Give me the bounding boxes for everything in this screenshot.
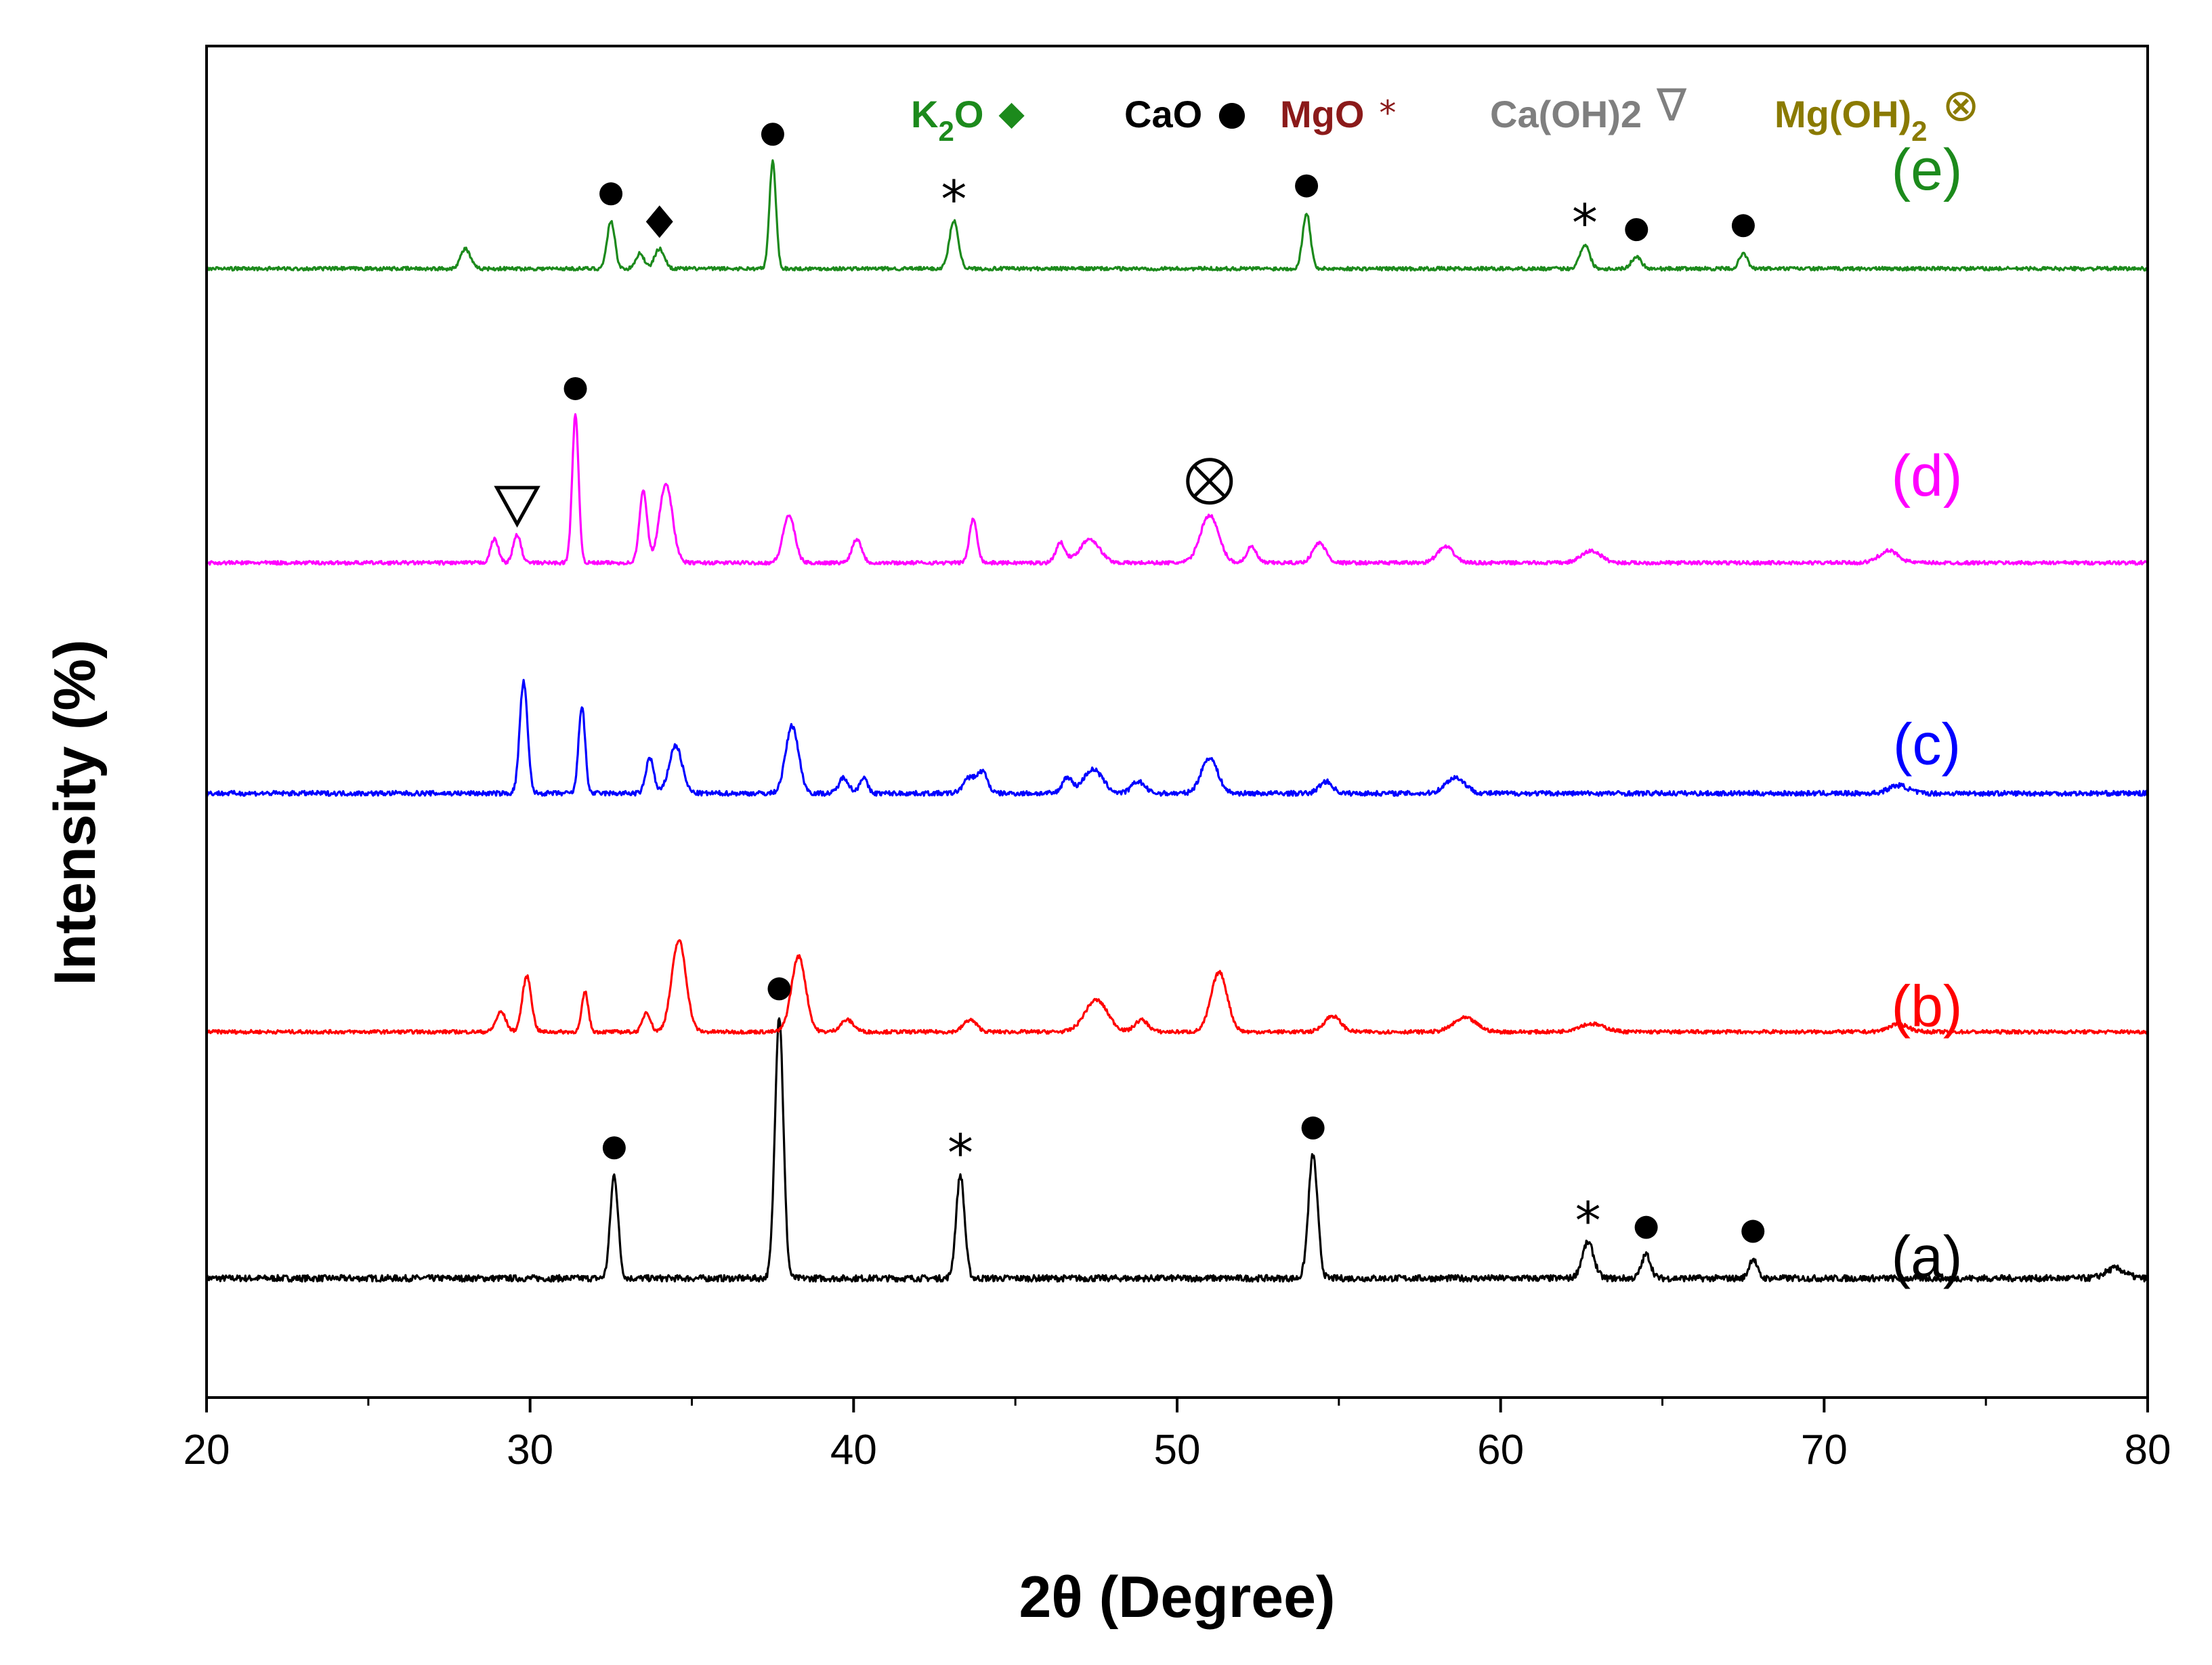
legend-item-diamond: K2O ◆ bbox=[911, 93, 1025, 147]
peak-marker-asterisk: * bbox=[948, 1123, 973, 1183]
peak-marker-circle bbox=[767, 977, 791, 1001]
series-line bbox=[206, 159, 2148, 272]
legend-item-asterisk: MgO * bbox=[1280, 93, 1396, 135]
x-tick-label: 30 bbox=[507, 1427, 553, 1473]
peak-marker-circle bbox=[1301, 1116, 1325, 1140]
svg-text:*: * bbox=[1572, 193, 1598, 253]
x-tick-label: 50 bbox=[1154, 1427, 1201, 1473]
legend: K2O ◆ CaO ● MgO * Ca(OH)2 ∇ Mg(OH)2 ⊗ bbox=[911, 79, 1980, 147]
legend-item-triangle-down: Ca(OH)2 ∇ bbox=[1490, 79, 1687, 135]
legend-label: CaO bbox=[1124, 93, 1202, 135]
peak-marker-circle bbox=[1295, 174, 1319, 198]
series-b bbox=[206, 939, 2149, 1035]
svg-text:*: * bbox=[941, 169, 966, 229]
svg-text:*: * bbox=[948, 1123, 973, 1183]
peak-marker-circle bbox=[761, 123, 784, 146]
legend-item-circled-times: Mg(OH)2 ⊗ bbox=[1774, 79, 1980, 147]
legend-symbol-triangle-down: ∇ bbox=[1656, 79, 1687, 131]
x-tick-label: 40 bbox=[830, 1427, 877, 1473]
series-label: (b) bbox=[1891, 974, 1962, 1039]
legend-label: MgO bbox=[1280, 93, 1364, 135]
legend-label: K2O bbox=[911, 93, 983, 147]
legend-symbol-circled-times: ⊗ bbox=[1942, 79, 1980, 131]
peak-marker-circle bbox=[602, 1136, 626, 1160]
legend-symbol-diamond: ◆ bbox=[998, 93, 1025, 133]
legend-symbol-asterisk: * bbox=[1379, 93, 1396, 133]
series-a bbox=[205, 1017, 2149, 1283]
legend-label: Ca(OH)2 bbox=[1490, 93, 1642, 135]
svg-text:*: * bbox=[1575, 1190, 1601, 1251]
peak-marker-circle bbox=[1625, 218, 1649, 242]
legend-symbol-circle: ● bbox=[1217, 93, 1247, 133]
series-label-layer: (a) (b) (c) (d) (e) bbox=[1891, 137, 1962, 1290]
series-label: (e) bbox=[1891, 137, 1962, 202]
peak-marker-diamond bbox=[645, 205, 673, 238]
x-tick-label: 70 bbox=[1801, 1427, 1848, 1473]
x-axis-ticks: 20 30 40 50 60 70 80 bbox=[184, 1398, 2171, 1473]
x-tick-label: 60 bbox=[1477, 1427, 1524, 1473]
x-tick-label: 80 bbox=[2125, 1427, 2171, 1473]
peak-marker-asterisk: * bbox=[941, 169, 966, 229]
legend-label: Mg(OH)2 bbox=[1774, 93, 1928, 147]
legend-item-circle: CaO ● bbox=[1124, 93, 1247, 135]
series-label: (d) bbox=[1891, 444, 1962, 509]
peak-marker-circle bbox=[599, 182, 623, 206]
series-e bbox=[206, 159, 2148, 272]
peak-marker-circled-times bbox=[1186, 458, 1233, 505]
y-axis-title: Intensity (%) bbox=[43, 639, 108, 985]
peak-marker-circle bbox=[1634, 1215, 1658, 1239]
series-line bbox=[206, 413, 2149, 566]
series-c bbox=[205, 678, 2149, 797]
x-tick-label: 20 bbox=[184, 1427, 230, 1473]
x-axis-title: 2θ (Degree) bbox=[1019, 1565, 1335, 1630]
peak-marker-asterisk: * bbox=[1575, 1190, 1601, 1251]
series-d bbox=[206, 413, 2149, 566]
series-layer bbox=[205, 159, 2149, 1283]
series-line bbox=[205, 1017, 2149, 1283]
peak-marker-circle bbox=[563, 376, 587, 400]
peak-marker-layer: * * * * bbox=[494, 123, 1765, 1251]
series-label: (a) bbox=[1891, 1225, 1962, 1290]
peak-marker-asterisk: * bbox=[1572, 193, 1598, 253]
series-label: (c) bbox=[1893, 712, 1961, 777]
series-line bbox=[206, 939, 2149, 1035]
series-line bbox=[205, 678, 2149, 797]
peak-marker-circle bbox=[1741, 1219, 1765, 1243]
peak-marker-circle bbox=[1731, 214, 1755, 238]
peak-marker-triangle-down bbox=[494, 485, 540, 528]
